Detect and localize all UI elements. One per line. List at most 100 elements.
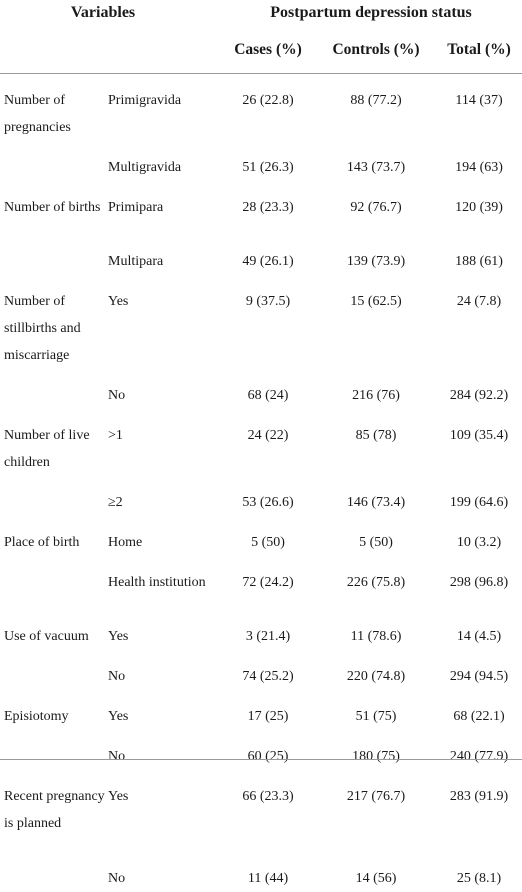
row-cases: 24 (22) [247, 428, 289, 443]
row-category: Primipara [108, 200, 164, 215]
table-row: Episiotomy Yes 17 (25) 51 (75) 68 (22.1) [0, 690, 522, 730]
row-controls: 14 (56) [355, 871, 397, 886]
table-row: Number of births Primipara 28 (23.3) 92 (76… [0, 181, 522, 235]
header-group: Postpartum depression status [270, 4, 472, 21]
row-category: >1 [108, 428, 123, 443]
row-total: 68 (22.1) [453, 709, 505, 724]
row-controls: 11 (78.6) [350, 629, 402, 644]
row-cases: 66 (23.3) [242, 789, 294, 804]
row-category: Primigravida [108, 93, 182, 108]
row-controls: 180 (75) [352, 749, 400, 764]
row-total: 109 (35.4) [449, 428, 509, 443]
row-total: 240 (77.9) [449, 749, 509, 764]
row-controls: 139 (73.9) [346, 254, 406, 269]
row-controls: 92 (76.7) [350, 200, 402, 215]
row-total: 298 (96.8) [449, 575, 509, 590]
row-category: No [108, 871, 126, 886]
row-variable: Recent pregnancy is planned [4, 789, 105, 831]
row-category: Multigravida [108, 160, 182, 175]
row-total: 10 (3.2) [456, 535, 502, 550]
row-category: ≥2 [108, 495, 123, 510]
row-variable: Use of vacuum [4, 629, 89, 644]
header-cases: Cases (%) [234, 41, 302, 58]
table-row: Health institution 72 (24.2) 226 (75.8) 298… [0, 556, 522, 610]
row-category: Health institution [108, 575, 206, 590]
row-total: 284 (92.2) [449, 388, 509, 403]
row-variable: Number of births [4, 200, 101, 215]
table-row: Number of live children >1 24 (22) 85 (78) 1… [0, 409, 522, 476]
row-cases: 51 (26.3) [242, 160, 294, 175]
row-controls: 88 (77.2) [350, 93, 402, 108]
row-variable: Number of live children [4, 428, 90, 470]
row-variable [0, 852, 108, 892]
row-category: Home [108, 535, 143, 550]
row-category: Yes [108, 789, 129, 804]
row-category: No [108, 749, 126, 764]
row-controls: 220 (74.8) [346, 669, 406, 684]
row-variable: Number of stillbirths and miscarriage [4, 294, 81, 363]
row-total: 283 (91.9) [449, 789, 509, 804]
row-variable [0, 369, 108, 409]
row-variable [0, 650, 108, 690]
row-cases: 28 (23.3) [242, 200, 294, 215]
row-controls: 51 (75) [355, 709, 397, 724]
table-row: Number of pregnancies Primigravida 26 (22.… [0, 74, 522, 142]
row-total: 14 (4.5) [456, 629, 502, 644]
row-category: Multipara [108, 254, 164, 269]
table-row: No 11 (44) 14 (56) 25 (8.1) [0, 852, 522, 892]
row-cases: 49 (26.1) [242, 254, 294, 269]
row-cases: 5 (50) [251, 535, 285, 550]
header-total: Total (%) [447, 41, 511, 58]
row-category: No [108, 669, 126, 684]
row-total: 188 (61) [455, 254, 503, 269]
table-row: No 68 (24) 216 (76) 284 (92.2) [0, 369, 522, 409]
row-controls: 226 (75.8) [346, 575, 406, 590]
row-total: 24 (7.8) [456, 294, 502, 309]
row-variable [0, 235, 108, 275]
row-variable [0, 141, 108, 181]
table-row: Multipara 49 (26.1) 139 (73.9) 188 (61) [0, 235, 522, 275]
row-controls: 216 (76) [352, 388, 400, 403]
row-variable: Number of pregnancies [4, 93, 71, 135]
row-variable [0, 476, 108, 516]
row-category: No [108, 388, 126, 403]
row-cases: 68 (24) [247, 388, 289, 403]
table-row: No 60 (25) 180 (75) 240 (77.9) [0, 730, 522, 770]
row-variable [0, 730, 108, 770]
row-total: 199 (64.6) [449, 495, 509, 510]
row-controls: 85 (78) [355, 428, 397, 443]
row-total: 120 (39) [455, 200, 503, 215]
row-variable: Episiotomy [4, 709, 69, 724]
header-variables: Variables [70, 4, 136, 21]
bottom-rule [0, 759, 522, 760]
row-controls: 5 (50) [359, 535, 393, 550]
row-controls: 15 (62.5) [350, 294, 402, 309]
table-row: Recent pregnancy is planned Yes 66 (23.3) 2… [0, 770, 522, 852]
row-category: Yes [108, 294, 129, 309]
row-cases: 60 (25) [247, 749, 289, 764]
row-category: Yes [108, 629, 129, 644]
table-row: Number of stillbirths and miscarriage Yes… [0, 275, 522, 369]
row-total: 294 (94.5) [449, 669, 509, 684]
row-variable: Place of birth [4, 535, 80, 550]
row-cases: 53 (26.6) [242, 495, 294, 510]
row-controls: 143 (73.7) [346, 160, 406, 175]
row-category: Yes [108, 709, 129, 724]
row-controls: 217 (76.7) [346, 789, 406, 804]
row-cases: 17 (25) [247, 709, 289, 724]
row-cases: 9 (37.5) [245, 294, 291, 309]
row-total: 25 (8.1) [456, 871, 502, 886]
row-total: 114 (37) [455, 93, 503, 108]
row-cases: 74 (25.2) [242, 669, 294, 684]
row-cases: 3 (21.4) [245, 629, 291, 644]
table-row: ≥2 53 (26.6) 146 (73.4) 199 (64.6) [0, 476, 522, 516]
table-row: Multigravida 51 (26.3) 143 (73.7) 194 (63) [0, 141, 522, 181]
row-cases: 26 (22.8) [242, 93, 294, 108]
header-controls: Controls (%) [332, 41, 420, 58]
row-variable [0, 556, 108, 610]
table-page: Variables Postpartum depression status C… [0, 4, 522, 886]
row-controls: 146 (73.4) [346, 495, 406, 510]
table-row: Use of vacuum Yes 3 (21.4) 11 (78.6) 14 (4.5… [0, 610, 522, 650]
row-cases: 72 (24.2) [242, 575, 294, 590]
table-row: No 74 (25.2) 220 (74.8) 294 (94.5) [0, 650, 522, 690]
